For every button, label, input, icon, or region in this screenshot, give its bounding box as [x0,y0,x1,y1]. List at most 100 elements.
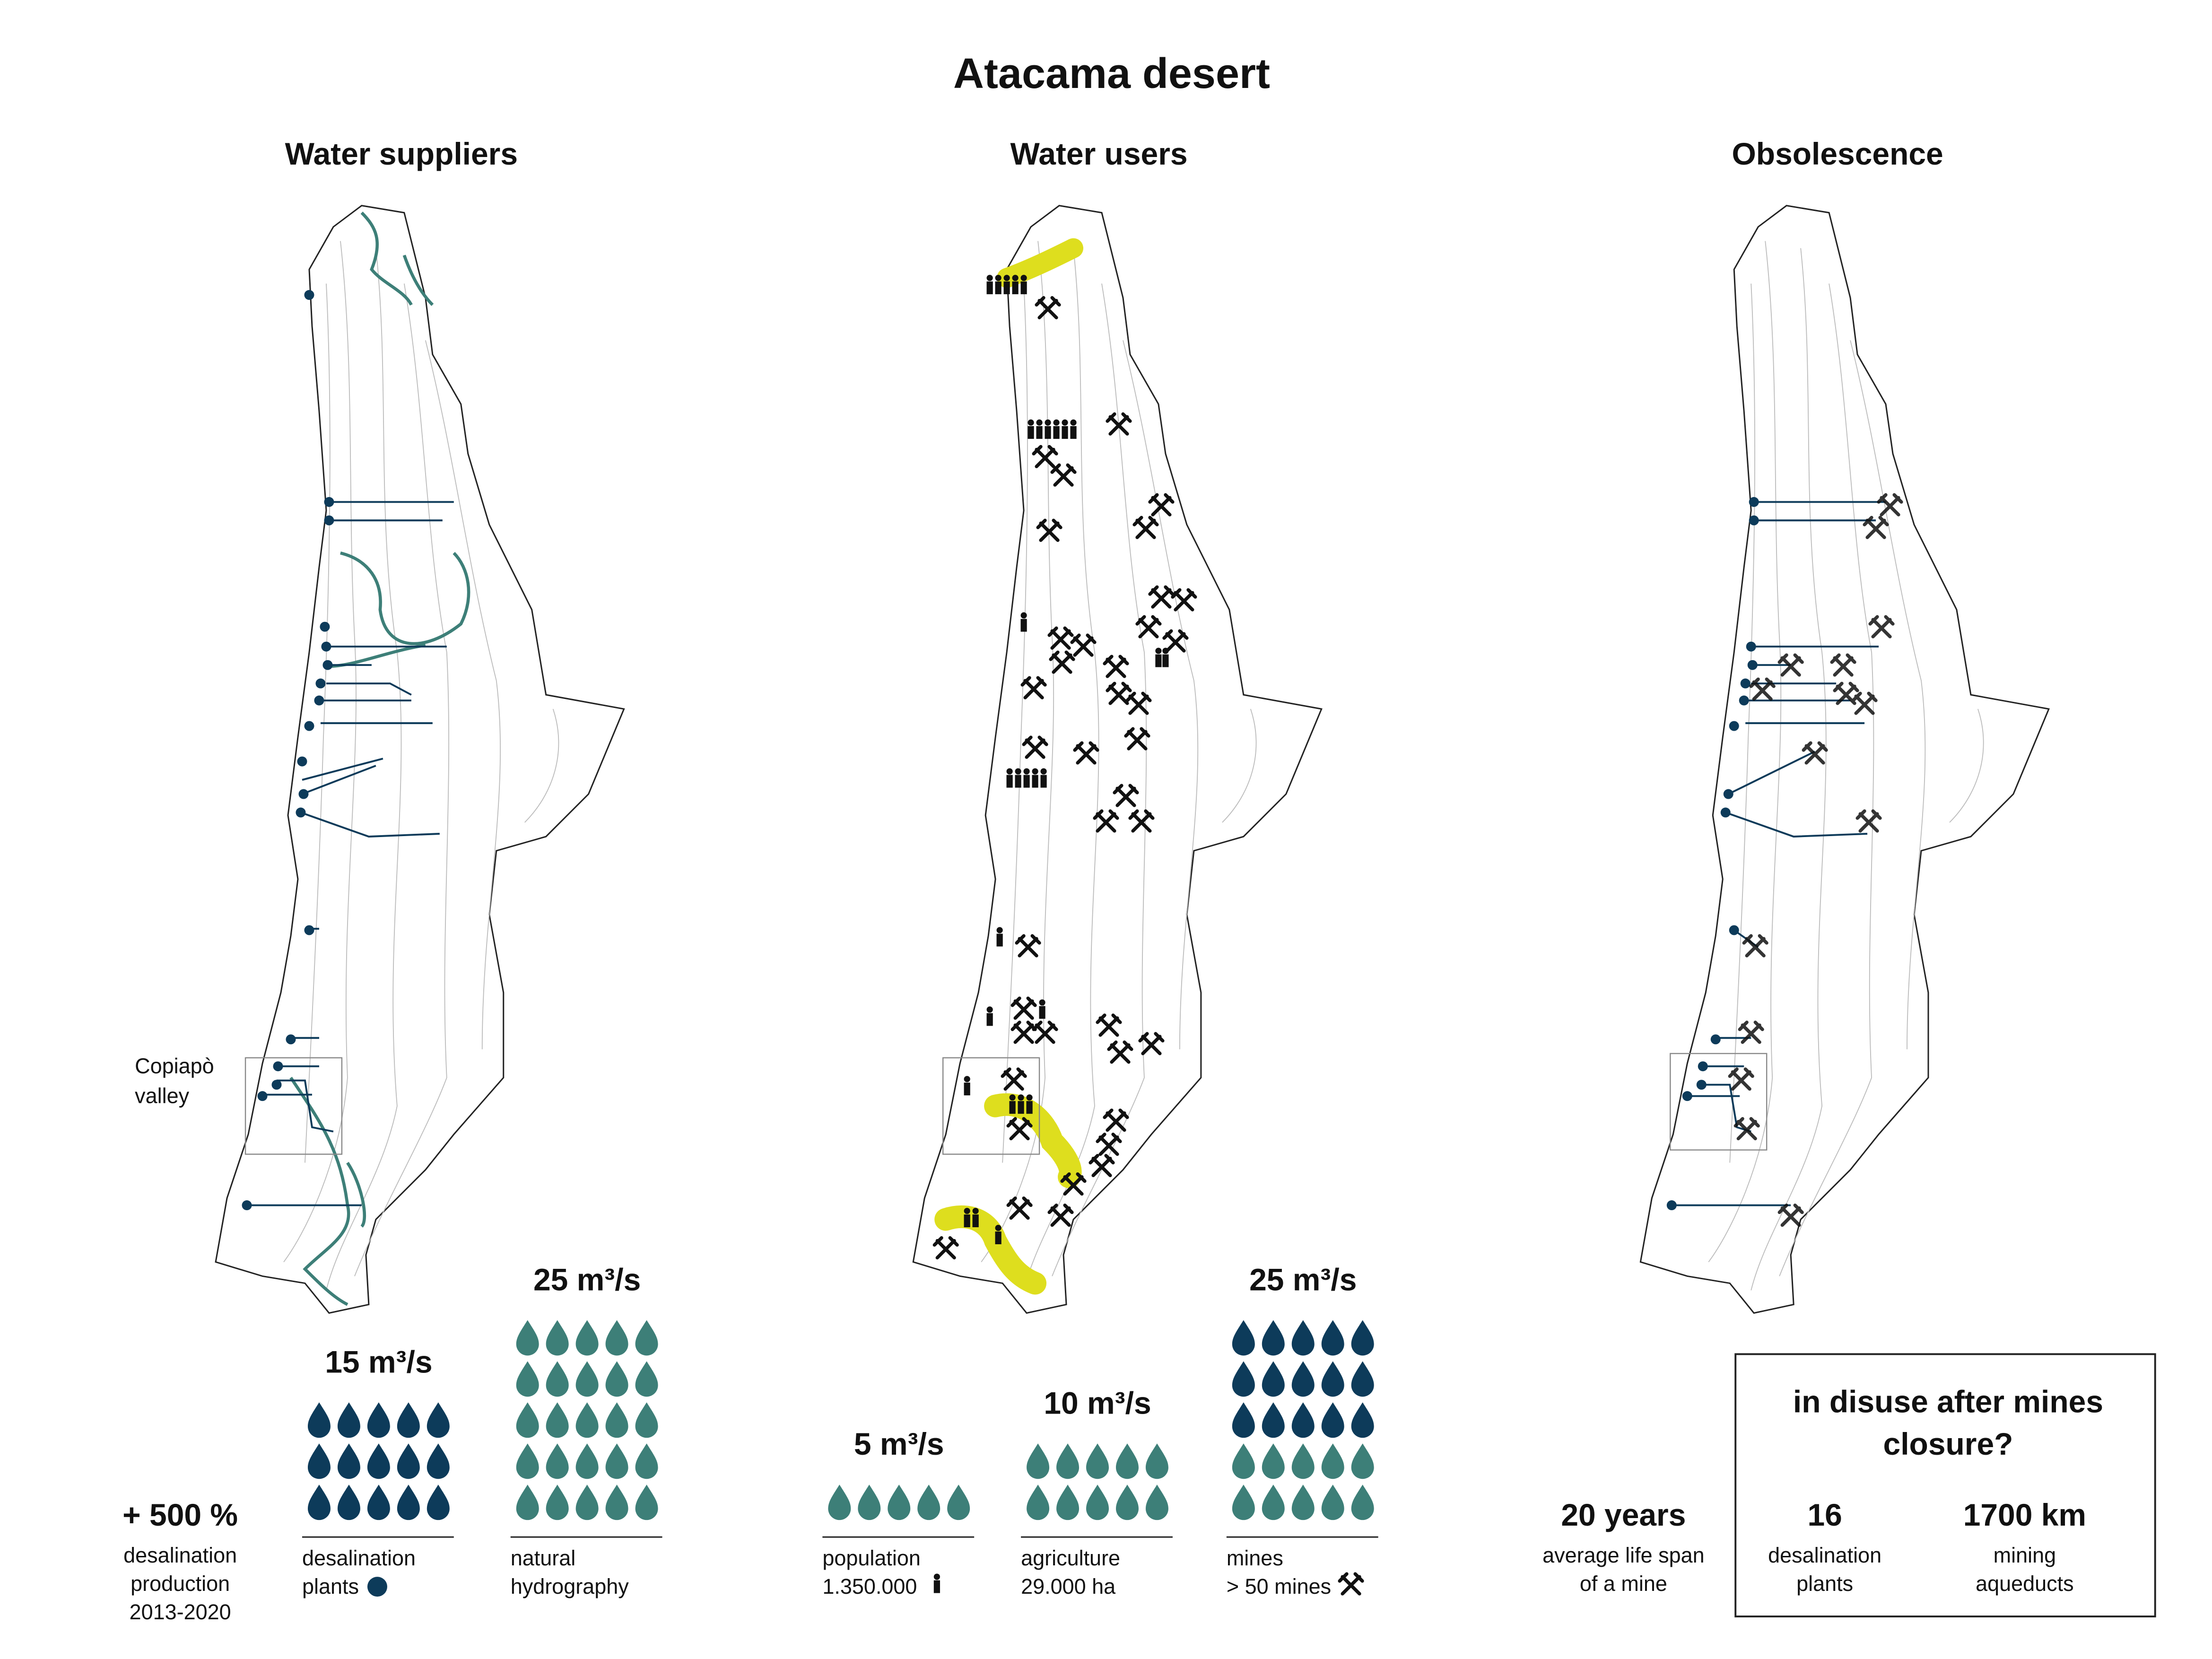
map-users [912,205,1323,1314]
drop [828,1484,851,1520]
stat-value: 1700 km [1963,1497,2086,1532]
drop [1262,1361,1285,1397]
drop [1056,1443,1080,1479]
drop [1291,1484,1315,1520]
drop [427,1484,450,1520]
drop [1145,1443,1168,1479]
drop [635,1320,658,1356]
drop [1115,1484,1139,1520]
drop [516,1443,539,1479]
stat-desc: desalination [1768,1543,1881,1567]
desc: population [822,1546,921,1570]
drop [1262,1443,1285,1479]
growth-value: + 500 % [122,1497,238,1532]
drop [337,1443,360,1479]
desc: 1.350.000 [822,1574,917,1598]
quantity: 25 m³/s [533,1262,641,1297]
icon-person [933,1573,940,1593]
figures: 15 m³/s desalination plants 25 m³/s natural h… [302,1262,2086,1598]
drop [575,1320,599,1356]
drop [516,1484,539,1520]
drop [1262,1484,1285,1520]
drop [858,1484,881,1520]
stat-value: 20 years [1561,1497,1686,1532]
stat-desc: plants [1796,1572,1853,1596]
stat-value: 16 [1807,1497,1842,1532]
drop [546,1443,569,1479]
drop [917,1484,941,1520]
desc: mines [1227,1546,1283,1570]
drop [1291,1443,1315,1479]
drop [397,1484,420,1520]
growth-desc: desalination [123,1543,237,1567]
drop [575,1402,599,1438]
drop [546,1320,569,1356]
stat-desc: of a mine [1580,1572,1667,1596]
drop [1027,1484,1050,1520]
desc: desalination [302,1546,416,1570]
drop [307,1402,331,1438]
drop [1351,1484,1374,1520]
drop [635,1484,658,1520]
desc: natural [511,1546,576,1570]
drop [367,1443,390,1479]
section-title: Water suppliers [285,136,518,171]
map-obsolescence [1639,205,2050,1314]
drop [1086,1484,1109,1520]
drop [1115,1443,1139,1479]
drop [605,1320,628,1356]
drop [1321,1443,1344,1479]
drop [1232,1361,1255,1397]
drop [1262,1320,1285,1356]
desc: > 50 mines [1227,1574,1331,1598]
drop [1232,1320,1255,1356]
icon-mine [1340,1574,1362,1594]
drop [397,1402,420,1438]
drop [1351,1402,1374,1438]
growth-desc: 2013-2020 [130,1600,231,1624]
drop [575,1484,599,1520]
drop [516,1361,539,1397]
drop [1086,1443,1109,1479]
drop [307,1443,331,1479]
drop [635,1443,658,1479]
drop [516,1320,539,1356]
section-title: Obsolescence [1732,136,1943,171]
drop [1321,1484,1344,1520]
drop [605,1402,628,1438]
map-suppliers: Copiapò valley [135,205,625,1314]
stat-desc: mining [1994,1543,2056,1567]
drop [397,1443,420,1479]
drop [1232,1484,1255,1520]
drop [367,1402,390,1438]
drop [367,1484,390,1520]
drop [1321,1402,1344,1438]
drop [1351,1361,1374,1397]
quantity: 15 m³/s [325,1344,432,1379]
drop [575,1361,599,1397]
drop [1291,1402,1315,1438]
drop [605,1484,628,1520]
map-label: Copiapò [135,1054,214,1078]
drop [1351,1320,1374,1356]
drop [947,1484,970,1520]
section-title: Water users [1010,136,1187,171]
drop [307,1484,331,1520]
drop [1351,1443,1374,1479]
growth-desc: production [131,1572,230,1596]
stat-desc: aqueducts [1976,1572,2074,1596]
icon-dot [367,1577,387,1597]
drop [1056,1484,1080,1520]
drop [1321,1361,1344,1397]
stat-desc: average life span [1542,1543,1705,1567]
drop [546,1484,569,1520]
quantity: 10 m³/s [1044,1385,1151,1420]
desc: plants [302,1574,359,1598]
drop [1232,1402,1255,1438]
drop [605,1443,628,1479]
drop [546,1361,569,1397]
question-box [1734,1353,2156,1618]
drop [888,1484,911,1520]
drop [1027,1443,1050,1479]
